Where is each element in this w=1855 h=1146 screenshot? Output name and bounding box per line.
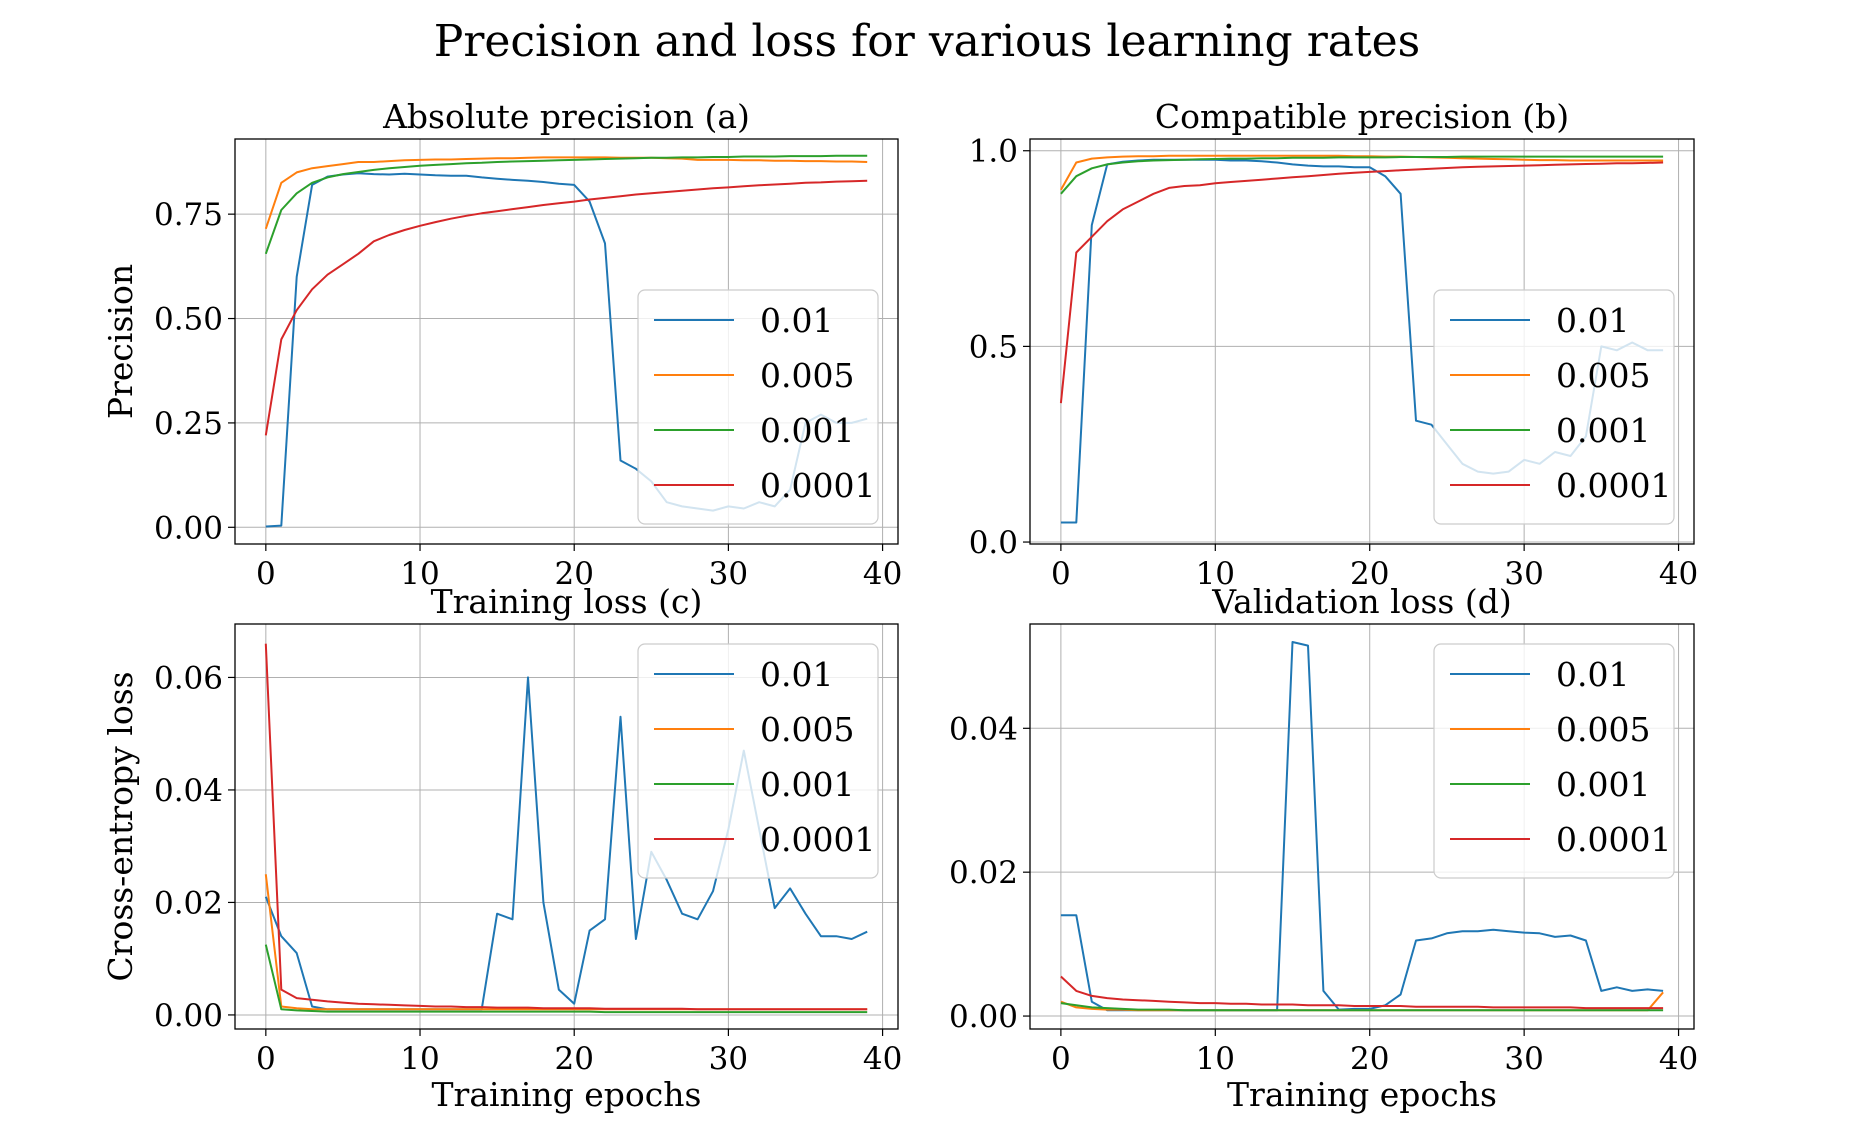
x-tick-label: 10 [1196, 556, 1235, 592]
legend-box [637, 643, 879, 879]
legend-box [1433, 643, 1675, 879]
x-tick-label: 0 [256, 1041, 276, 1077]
y-tick-label: 0.06 [154, 660, 223, 696]
legend-label: 0.0001 [760, 466, 875, 505]
legend-label: 0.001 [1556, 765, 1650, 804]
legend-label: 0.005 [760, 710, 854, 749]
x-axis-label: Training epochs [432, 1075, 702, 1114]
legend-label: 0.01 [760, 655, 833, 694]
y-axis-label: Cross-entropy loss [101, 671, 140, 981]
panel-title: Training loss (c) [431, 582, 703, 621]
series-line-0_0001 [1059, 161, 1664, 404]
figure-title: Precision and loss for various learning … [434, 16, 1421, 67]
x-tick-label: 10 [400, 1041, 439, 1077]
panel-title: Validation loss (d) [1211, 582, 1511, 621]
legend-label: 0.001 [760, 765, 854, 804]
x-tick-label: 0 [1051, 556, 1071, 592]
legend-box [1433, 289, 1675, 525]
plot-frame [234, 138, 899, 545]
series-line-0_001 [264, 944, 868, 1014]
x-tick-label: 20 [554, 556, 593, 592]
legend-label: 0.005 [760, 356, 854, 395]
series-line-0_0001 [264, 179, 868, 436]
chart-panel-1: 0 10 20 30 40 0.00 0.25 0.50 0.75 Absolute precis… [101, 97, 902, 592]
legend-label: 0.001 [760, 411, 854, 450]
legend-label: 0.005 [1556, 710, 1650, 749]
y-tick-label: 0.0 [969, 525, 1018, 561]
x-tick-label: 30 [1504, 556, 1543, 592]
chart-panel-4: 0 10 20 30 40 0.00 0.02 0.04 Validation loss (d)… [949, 582, 1698, 1114]
x-tick-label: 10 [400, 556, 439, 592]
plot-frame [234, 623, 899, 1030]
chart-panel-3: 0 10 20 30 40 0.00 0.02 0.04 0.06 Training loss (… [101, 582, 902, 1114]
chart-panel-2: 0 10 20 30 40 0.0 0.5 1.0 Compatible precision (… [969, 97, 1699, 592]
legend-label: 0.001 [1556, 411, 1650, 450]
legend-label: 0.01 [760, 301, 833, 340]
series-line-0_005 [264, 874, 868, 1011]
series-line-0_001 [1060, 1002, 1664, 1012]
y-tick-label: 0.04 [949, 711, 1018, 747]
series-line-0_005 [264, 156, 868, 230]
x-axis-label: Training epochs [1227, 1075, 1497, 1114]
legend-label: 0.0001 [1556, 466, 1671, 505]
legend: 0.01 0.005 0.001 0.0001 [637, 643, 879, 879]
legend-label: 0.0001 [760, 820, 875, 859]
y-tick-label: 1.0 [969, 134, 1018, 170]
legend: 0.01 0.005 0.001 0.0001 [1433, 289, 1675, 525]
legend-label: 0.01 [1556, 655, 1629, 694]
x-tick-label: 20 [1350, 1041, 1389, 1077]
x-tick-label: 20 [1350, 556, 1389, 592]
panel-title: Absolute precision (a) [382, 97, 750, 136]
y-tick-label: 0.00 [154, 510, 223, 546]
x-tick-label: 20 [554, 1041, 593, 1077]
y-tick-label: 0.5 [969, 329, 1018, 365]
y-tick-label: 0.25 [154, 406, 223, 442]
series-line-0_0001 [1060, 975, 1664, 1010]
panel-title: Compatible precision (b) [1155, 97, 1569, 136]
legend-label: 0.01 [1556, 301, 1629, 340]
plot-frame [1029, 138, 1695, 545]
y-tick-label: 0.04 [154, 773, 223, 809]
y-tick-label: 0.02 [949, 855, 1018, 891]
x-tick-label: 40 [1659, 1041, 1698, 1077]
series-line-0_005 [1060, 154, 1664, 191]
y-tick-label: 0.50 [154, 302, 223, 338]
x-tick-label: 0 [1051, 1041, 1071, 1077]
series-line-0_001 [1060, 155, 1664, 195]
x-tick-label: 0 [256, 556, 276, 592]
x-tick-label: 30 [1504, 1041, 1543, 1077]
series-line-0_0001 [264, 643, 868, 1011]
x-tick-label: 40 [863, 556, 902, 592]
x-tick-label: 10 [1196, 1041, 1235, 1077]
y-tick-label: 0.00 [154, 998, 223, 1034]
legend-label: 0.005 [1556, 356, 1650, 395]
y-tick-label: 0.02 [154, 885, 223, 921]
x-tick-label: 40 [863, 1041, 902, 1077]
x-tick-label: 40 [1659, 556, 1698, 592]
x-tick-label: 30 [709, 556, 748, 592]
x-tick-label: 30 [709, 1041, 748, 1077]
y-axis-label: Precision [101, 264, 140, 419]
y-tick-label: 0.00 [949, 999, 1018, 1035]
legend: 0.01 0.005 0.001 0.0001 [1433, 643, 1675, 879]
legend-box [637, 289, 879, 525]
plot-frame [1029, 623, 1695, 1030]
y-tick-label: 0.75 [154, 197, 223, 233]
series-line-0_001 [264, 154, 868, 255]
legend: 0.01 0.005 0.001 0.0001 [637, 289, 879, 525]
legend-label: 0.0001 [1556, 820, 1671, 859]
